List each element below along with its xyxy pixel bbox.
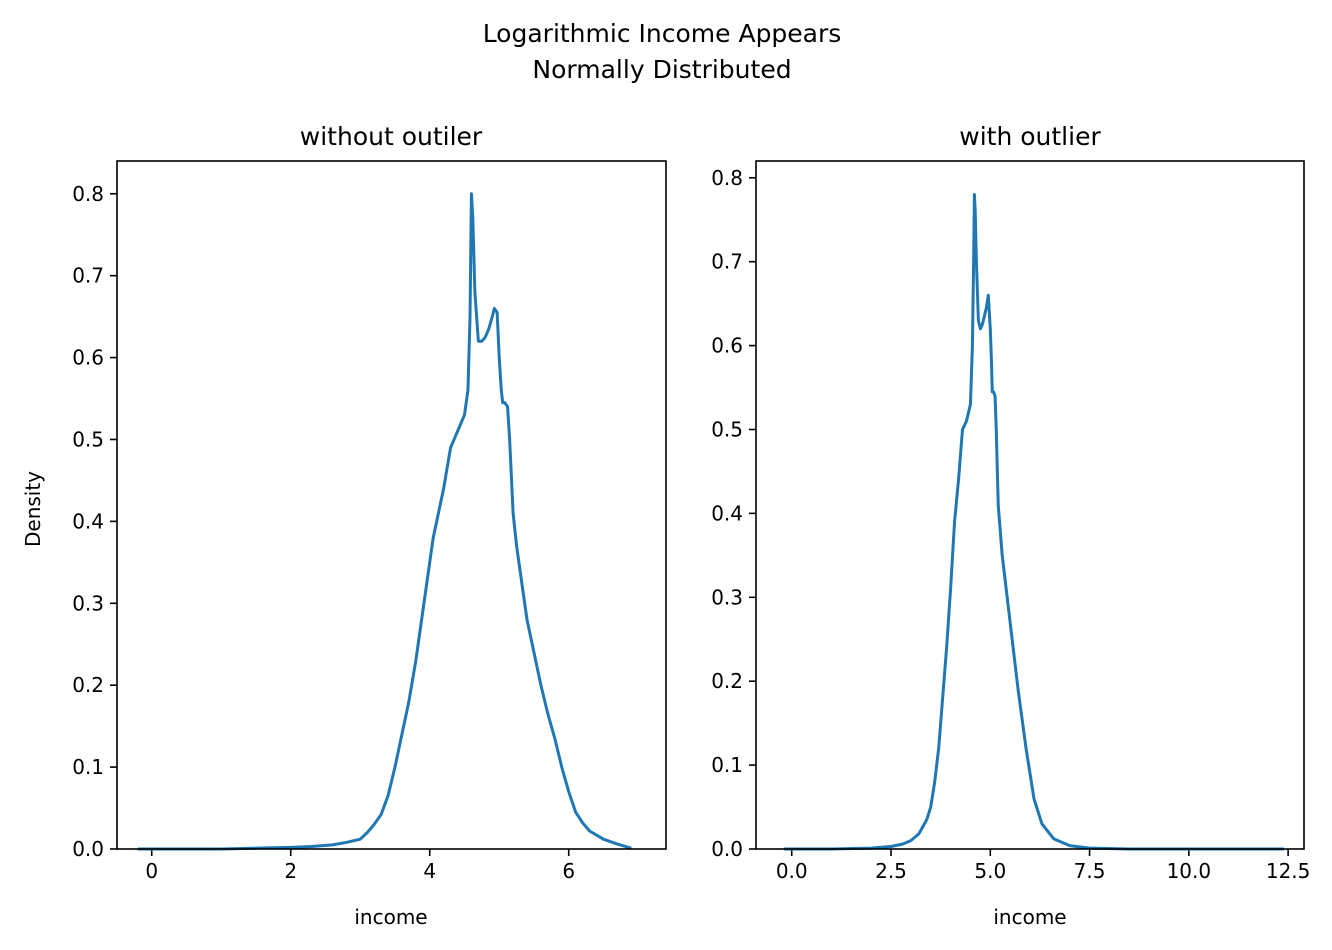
left-axes-frame [116,160,667,850]
right-x-tick-label: 5.0 [974,859,1006,883]
left-x-tick-label: 2 [284,859,297,883]
left-y-tick-label: 0.8 [72,182,104,206]
left-subplot: without outiler income Density 0 2 4 6 0.0 0.… [21,122,667,929]
right-subplot-title: with outlier [959,122,1101,151]
right-subplot: with outlier income 0.0 2.5 5.0 7.5 10.0 12.5… [711,122,1310,929]
left-density-line [137,192,632,851]
right-x-tick-label: 7.5 [1074,859,1106,883]
right-y-tick-label: 0.2 [711,669,743,693]
right-x-tick-label: 12.5 [1266,859,1311,883]
figure-title-line-2: Normally Distributed [532,55,791,84]
left-y-axis-label: Density [21,471,45,547]
right-x-tick-label: 2.5 [875,859,907,883]
right-x-tick-label: 0.0 [776,859,808,883]
left-y-tick-label: 0.4 [72,509,104,533]
figure-title-line-1: Logarithmic Income Appears [483,19,842,48]
left-x-axis-label: income [354,905,427,929]
left-x-tick-label: 0 [145,859,158,883]
left-y-tick-label: 0.3 [72,591,104,615]
left-y-tick-label: 0.2 [72,673,104,697]
left-subplot-title: without outiler [300,122,483,151]
left-y-tick-label: 0.5 [72,427,104,451]
left-y-tick-label: 0.7 [72,264,104,288]
left-y-tick-label: 0.6 [72,346,104,370]
right-y-tick-label: 0.8 [711,166,743,190]
right-axes-frame [755,160,1305,850]
right-x-axis-label: income [993,905,1066,929]
left-x-tick-label: 4 [423,859,436,883]
right-y-tick-label: 0.6 [711,334,743,358]
left-x-tick-label: 6 [562,859,575,883]
left-y-tick-label: 0.0 [72,837,104,861]
right-y-tick-label: 0.3 [711,585,743,609]
left-y-tick-label: 0.1 [72,755,104,779]
right-x-tick-label: 10.0 [1167,859,1212,883]
right-y-tick-label: 0.4 [711,501,743,525]
right-y-tick-label: 0.5 [711,417,743,441]
right-density-line [783,193,1285,851]
right-y-tick-label: 0.0 [711,837,743,861]
right-y-tick-label: 0.7 [711,250,743,274]
right-y-tick-label: 0.1 [711,753,743,777]
